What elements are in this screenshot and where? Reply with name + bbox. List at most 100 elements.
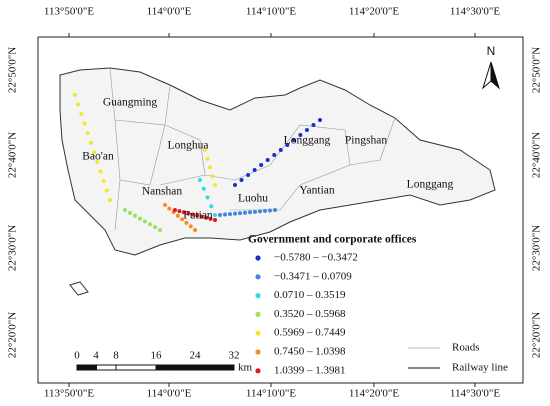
station-dot xyxy=(108,198,112,202)
station-dot xyxy=(92,150,97,155)
legend-dot xyxy=(255,349,261,355)
lon-label: 114°0'0"E xyxy=(147,388,192,400)
station-dot xyxy=(210,174,215,179)
station-dot xyxy=(163,203,167,207)
line-legend-label: Railway line xyxy=(452,362,508,374)
station-dot xyxy=(73,93,77,97)
legend-label: −0.5780 – −0.3472 xyxy=(274,252,358,264)
station-dot xyxy=(208,165,212,170)
district-label: Guangming xyxy=(103,97,158,109)
legend-dot xyxy=(255,330,261,336)
station-dot xyxy=(177,209,182,214)
legend-dot xyxy=(255,311,261,317)
scale-label: 24 xyxy=(190,350,202,362)
district-label: Longgang xyxy=(284,135,331,147)
station-dot xyxy=(291,138,296,142)
station-dot xyxy=(273,208,277,212)
station-dot xyxy=(243,210,247,215)
station-dot xyxy=(175,213,180,218)
legend-label: 1.0399 – 1.3981 xyxy=(274,364,346,376)
district-label: Longgang xyxy=(407,179,454,191)
station-dot xyxy=(228,212,232,217)
station-dot xyxy=(95,159,100,164)
station-dot xyxy=(311,123,316,127)
station-dot xyxy=(184,220,189,225)
station-dot xyxy=(233,183,237,187)
district-label: Yantian xyxy=(299,185,335,197)
station-dot xyxy=(138,216,142,221)
scale-label: 16 xyxy=(151,350,163,362)
lon-label: 114°20'0"E xyxy=(349,388,399,400)
station-dot xyxy=(186,211,191,216)
station-dot xyxy=(128,210,132,215)
station-dot xyxy=(167,206,172,211)
legend-dot xyxy=(255,274,261,280)
station-dot xyxy=(88,140,93,145)
station-dot xyxy=(239,178,244,182)
legend-label: 0.3520 – 0.5968 xyxy=(274,308,346,320)
scale-segment xyxy=(77,365,97,370)
legend-dot xyxy=(255,368,261,374)
island xyxy=(69,281,89,296)
station-dot xyxy=(272,153,277,157)
station-dot xyxy=(85,131,90,136)
legend-label: 0.0710 – 0.3519 xyxy=(274,289,346,301)
station-dot xyxy=(265,158,270,162)
lon-label: 114°30'0"E xyxy=(450,388,500,400)
station-dot xyxy=(213,218,217,222)
station-dot xyxy=(246,173,251,177)
station-dot xyxy=(203,148,207,152)
station-dot xyxy=(258,209,262,214)
station-dot xyxy=(233,211,237,216)
line-legend-label: Roads xyxy=(452,342,480,354)
legend-dot xyxy=(255,293,261,299)
station-dot xyxy=(198,178,202,182)
station-dot xyxy=(278,148,283,152)
station-dot xyxy=(259,163,264,167)
station-dot xyxy=(143,219,147,224)
lat-label: 22°40'0"N xyxy=(7,132,19,178)
lat-label: 22°20'0"N xyxy=(531,312,543,358)
lat-label: 22°50'0"N xyxy=(7,47,19,93)
station-dot xyxy=(205,156,210,161)
scale-label: 32 xyxy=(229,350,240,362)
north-arrow: N xyxy=(482,44,500,90)
station-dot xyxy=(195,213,200,218)
station-dot xyxy=(76,102,81,107)
station-dot xyxy=(218,213,222,217)
north-label: N xyxy=(487,44,496,58)
lat-label: 22°30'0"N xyxy=(7,225,19,271)
station-dot xyxy=(248,210,252,215)
station-dot xyxy=(213,183,217,187)
station-dot xyxy=(173,208,177,212)
scale-segment xyxy=(115,364,157,371)
lon-label: 114°10'0"E xyxy=(246,6,296,18)
station-dot xyxy=(204,215,209,220)
station-dot xyxy=(252,168,257,172)
legend-label: 0.5969 – 0.7449 xyxy=(274,327,346,339)
lon-label: 114°0'0"E xyxy=(147,6,192,18)
station-dot xyxy=(199,214,204,219)
legend-title: Government and corporate offices xyxy=(248,234,417,246)
station-dot xyxy=(253,209,257,214)
scale-bar xyxy=(76,364,235,371)
scale-segment xyxy=(155,364,235,371)
district-label: Futian xyxy=(183,210,213,222)
station-dot xyxy=(238,211,242,216)
station-dot xyxy=(209,204,214,209)
lat-label: 22°20'0"N xyxy=(7,312,19,358)
station-dot xyxy=(285,143,290,147)
lon-label: 113°50'0"E xyxy=(44,388,94,400)
legend-label: −0.3471 – 0.0709 xyxy=(274,270,352,282)
station-dot xyxy=(213,213,217,217)
scale-label: 4 xyxy=(93,350,99,362)
station-dot xyxy=(180,217,185,222)
station-dot xyxy=(298,133,303,137)
lat-label: 22°30'0"N xyxy=(531,225,543,271)
scale-label: 8 xyxy=(113,350,119,362)
station-dot xyxy=(193,228,197,232)
scale-unit: km xyxy=(238,362,253,374)
station-dot xyxy=(318,118,322,122)
arrow-half xyxy=(490,61,500,90)
